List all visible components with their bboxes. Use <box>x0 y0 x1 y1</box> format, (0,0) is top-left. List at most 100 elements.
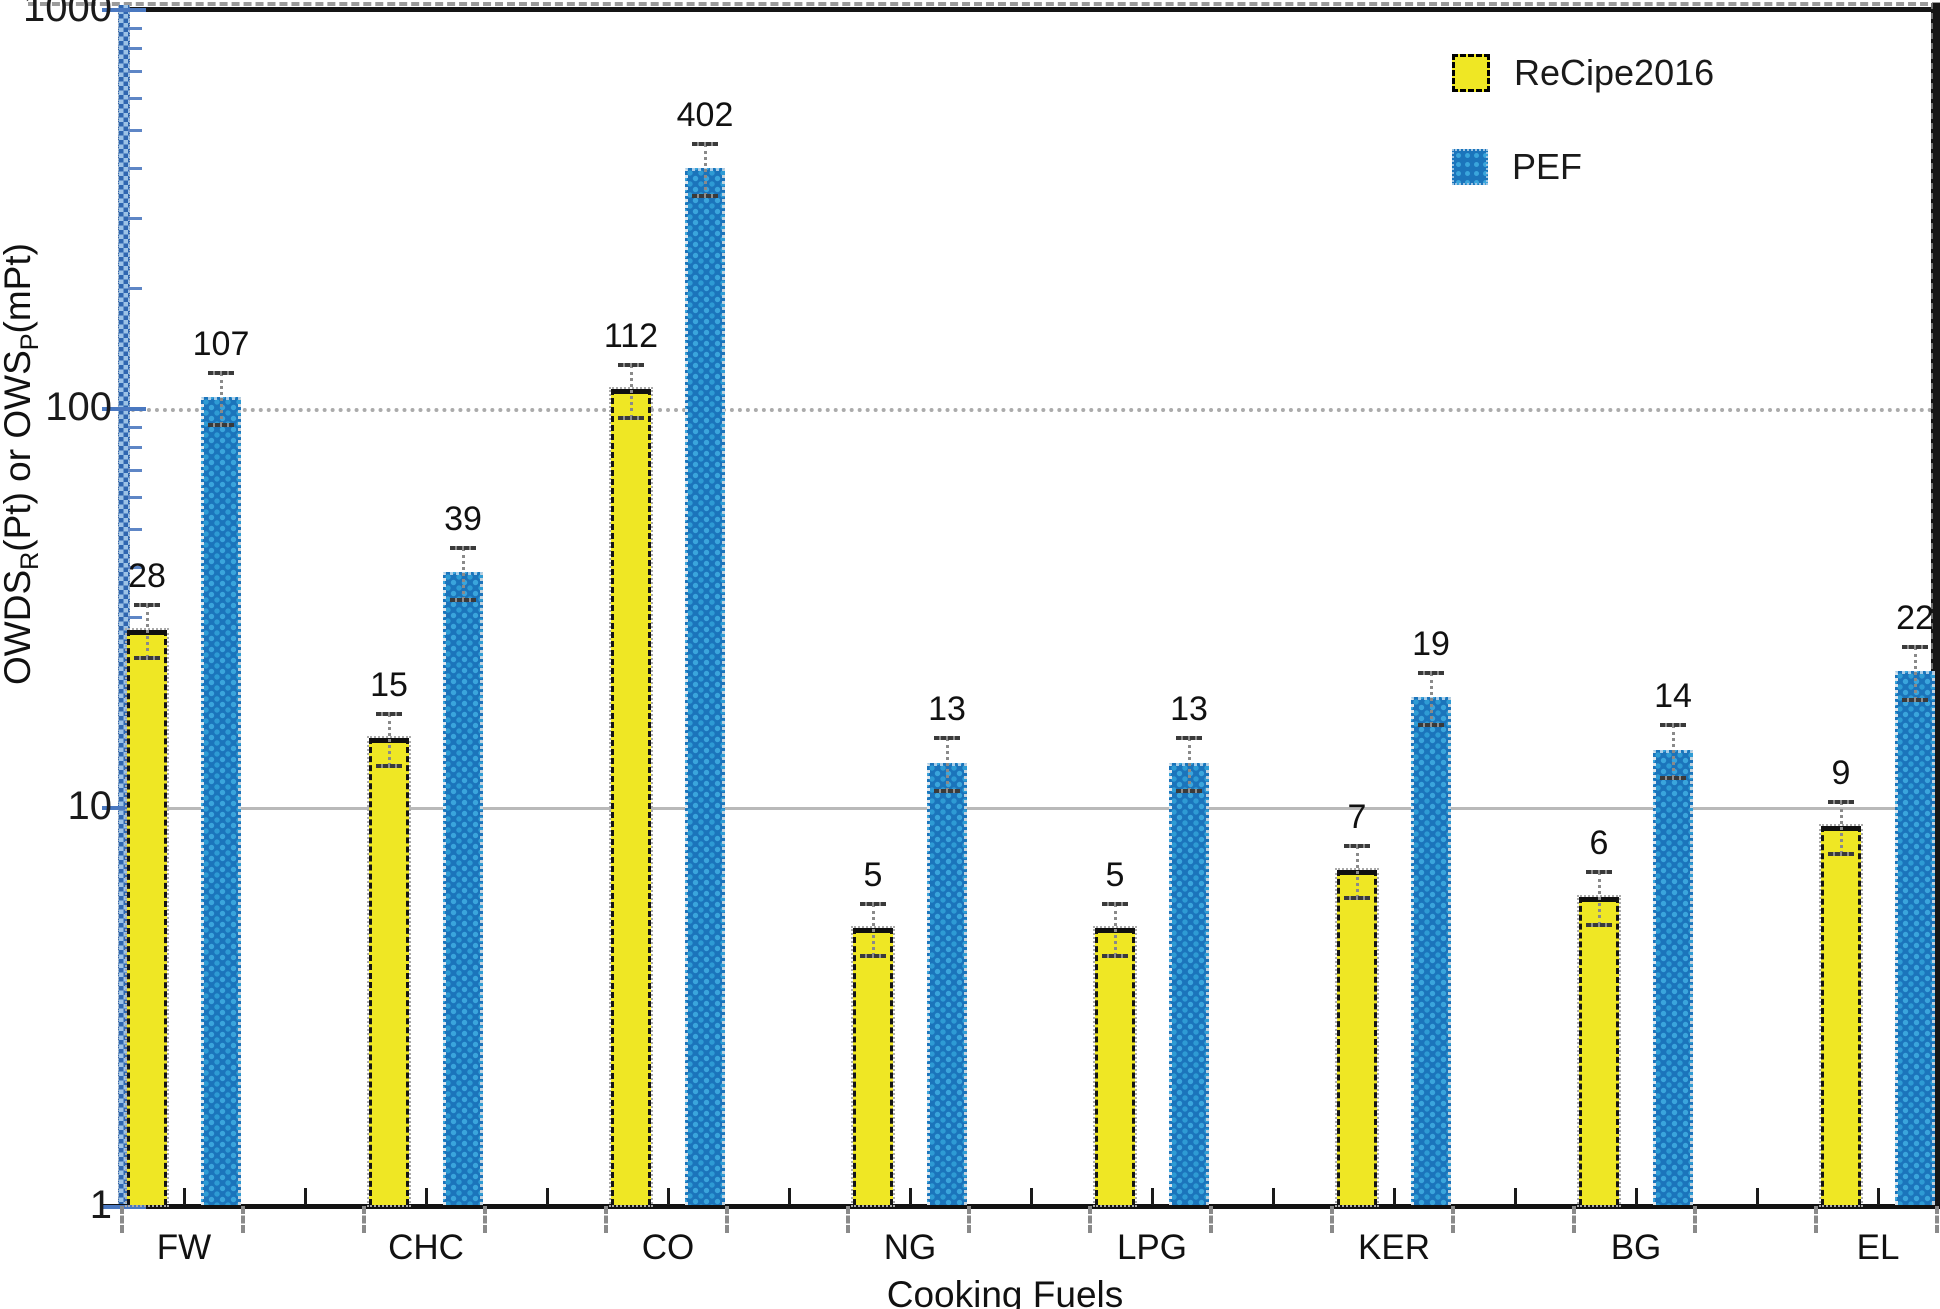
y-minor-tick <box>128 446 142 450</box>
x-minor-tick <box>1150 1188 1154 1205</box>
y-tick-label-1: 1 <box>89 1183 112 1228</box>
error-cap-bottom <box>1902 697 1928 702</box>
bar-recipe2016-el <box>1819 824 1863 1207</box>
y-minor-tick <box>128 167 142 171</box>
x-major-tick <box>1451 1206 1455 1233</box>
error-cap-bottom <box>1176 788 1202 793</box>
bar-recipe2016-ng <box>851 926 895 1207</box>
x-category-label-fw: FW <box>156 1228 212 1267</box>
error-stem <box>461 547 465 601</box>
legend-label-recipe2016: ReCipe2016 <box>1514 52 1715 93</box>
error-cap-top <box>618 363 644 368</box>
error-cap-bottom <box>450 598 476 603</box>
x-major-tick <box>1814 1206 1818 1233</box>
x-major-tick <box>1088 1206 1092 1233</box>
error-cap-bottom <box>376 763 402 768</box>
y-minor-tick <box>128 287 142 291</box>
x-minor-tick <box>1755 1188 1759 1205</box>
error-stem <box>1671 725 1675 778</box>
y-title-part: (Pt) or OWS <box>0 350 38 552</box>
error-stem <box>703 143 707 197</box>
error-cap-bottom <box>1586 922 1612 927</box>
error-stem <box>1113 903 1117 957</box>
error-cap-top <box>1344 843 1370 848</box>
error-stem <box>1597 872 1601 925</box>
y-axis-title: OWDSR(Pt) or OWSP(mPt) <box>0 243 45 685</box>
value-label-pef-chc: 39 <box>444 499 482 538</box>
x-major-tick <box>483 1206 487 1233</box>
error-cap-top <box>450 545 476 550</box>
bar-recipe2016-chc <box>367 735 411 1207</box>
bar-pef-chc <box>443 572 483 1205</box>
error-cap-bottom <box>1828 852 1854 857</box>
x-major-tick <box>241 1206 245 1233</box>
y-tick-label-10: 10 <box>67 784 113 829</box>
bar-recipe2016-fw <box>125 627 169 1207</box>
x-minor-tick <box>1271 1188 1275 1205</box>
bar-pef-ker <box>1411 696 1451 1205</box>
bar-recipe2016-ker <box>1335 867 1379 1207</box>
error-cap-top <box>934 736 960 741</box>
x-minor-tick <box>1029 1188 1033 1205</box>
error-cap-top <box>1176 736 1202 741</box>
x-major-tick <box>1330 1206 1334 1233</box>
x-major-tick <box>604 1206 608 1233</box>
legend: ReCipe2016 PEF <box>1452 52 1714 240</box>
error-cap-top <box>1902 645 1928 650</box>
x-minor-tick <box>1392 1188 1396 1205</box>
x-category-label-co: CO <box>641 1228 695 1267</box>
error-stem <box>1913 647 1917 700</box>
value-label-pef-el: 22 <box>1896 599 1934 638</box>
y-minor-tick <box>128 128 142 132</box>
x-major-tick <box>120 1206 124 1233</box>
bar-recipe2016-co <box>609 387 653 1207</box>
error-cap-top <box>376 711 402 716</box>
y-minor-tick <box>128 47 142 51</box>
bar-pef-ng <box>927 762 967 1205</box>
x-axis-title: Cooking Fuels <box>886 1274 1124 1309</box>
value-label-pef-co: 402 <box>676 95 734 134</box>
x-major-tick <box>1935 1206 1939 1233</box>
error-cap-top <box>134 603 160 608</box>
value-label-pef-bg: 14 <box>1654 677 1692 716</box>
y-tick-1000 <box>102 8 146 12</box>
y-minor-tick <box>128 425 142 429</box>
value-label-recipe2016-chc: 15 <box>370 665 408 704</box>
error-stem <box>219 373 223 426</box>
y-title-subscript: P <box>16 333 45 351</box>
x-minor-tick <box>545 1188 549 1205</box>
y-minor-tick <box>128 566 142 570</box>
y-title-part: OWDS <box>0 569 38 685</box>
y-tick-10 <box>102 806 146 810</box>
x-major-tick <box>362 1206 366 1233</box>
bar-recipe2016-lpg <box>1093 926 1137 1207</box>
error-cap-top <box>1418 670 1444 675</box>
error-cap-bottom <box>934 788 960 793</box>
bar-pef-el <box>1895 671 1935 1205</box>
x-major-tick <box>846 1206 850 1233</box>
x-category-label-lpg: LPG <box>1116 1228 1188 1267</box>
error-cap-bottom <box>692 194 718 199</box>
error-cap-bottom <box>1344 895 1370 900</box>
plot-right-border <box>1931 3 1940 1209</box>
error-cap-bottom <box>1102 954 1128 959</box>
x-category-label-el: EL <box>1856 1228 1900 1267</box>
bar-pef-bg <box>1653 749 1693 1205</box>
value-label-recipe2016-el: 9 <box>1831 754 1851 793</box>
y-minor-tick <box>128 616 142 620</box>
value-label-pef-ng: 13 <box>928 690 966 729</box>
error-cap-top <box>1660 723 1686 728</box>
y-tick-1 <box>102 1205 146 1209</box>
value-label-recipe2016-ker: 7 <box>1347 797 1367 836</box>
error-stem <box>1187 738 1191 791</box>
x-minor-tick <box>666 1188 670 1205</box>
y-minor-tick <box>128 97 142 101</box>
error-cap-top <box>692 141 718 146</box>
error-stem <box>1355 845 1359 898</box>
x-minor-tick <box>424 1188 428 1205</box>
error-cap-bottom <box>618 415 644 420</box>
error-cap-top <box>208 371 234 376</box>
value-label-pef-lpg: 13 <box>1170 690 1208 729</box>
legend-item-recipe2016: ReCipe2016 <box>1452 52 1714 94</box>
